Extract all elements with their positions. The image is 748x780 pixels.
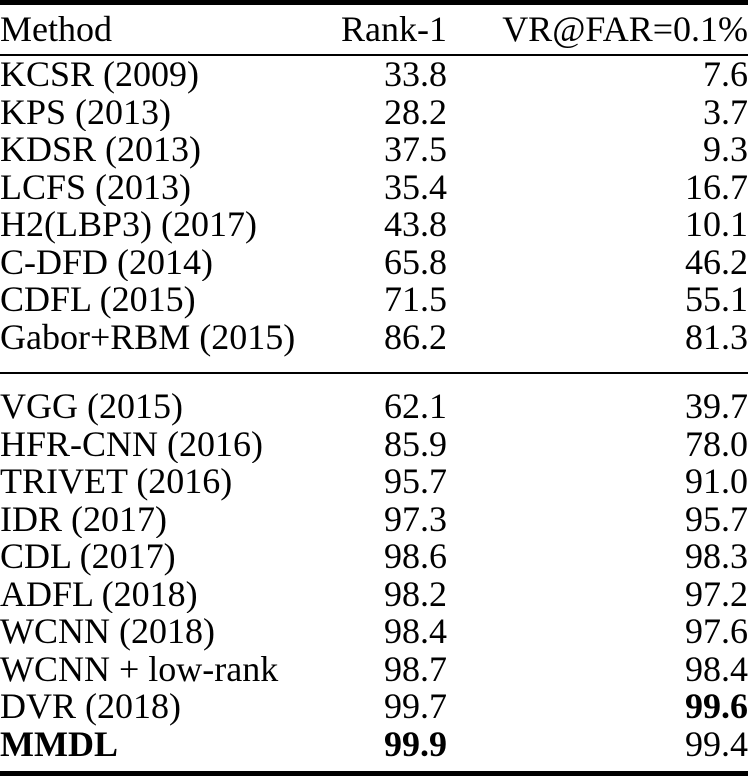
method-cell: H2(LBP3) (2017) <box>0 206 257 244</box>
vr-far-cell: 98.3 <box>685 538 748 576</box>
rank1-cell: 85.9 <box>384 425 447 463</box>
table-row: KCSR (2009) 33.8 7.6 <box>0 55 748 94</box>
vr-far-cell: 46.2 <box>685 243 748 281</box>
rank1-cell: 62.1 <box>384 386 447 426</box>
rank1-cell: 35.4 <box>384 168 447 206</box>
table-section-traditional-methods: KCSR (2009) 33.8 7.6 KPS (2013) 28.2 3.7… <box>0 55 748 374</box>
table-row: LCFS (2013) 35.4 16.7 <box>0 169 748 207</box>
column-header-vr-far: VR@FAR=0.1% <box>447 0 748 56</box>
vr-far-cell: 16.7 <box>685 168 748 206</box>
method-cell: IDR (2017) <box>0 500 167 538</box>
method-cell: KCSR (2009) <box>0 55 200 94</box>
table-row: CDFL (2015) 71.5 55.1 <box>0 281 748 319</box>
vr-far-cell: 39.7 <box>685 386 748 426</box>
table-row: CDL (2017) 98.6 98.3 <box>0 538 748 576</box>
column-header-rank1: Rank-1 <box>305 0 447 56</box>
rank1-cell: 86.2 <box>305 318 447 374</box>
method-cell: CDL (2017) <box>0 538 176 576</box>
rank1-cell: 98.2 <box>384 575 447 613</box>
rank1-cell: 98.6 <box>384 538 447 576</box>
method-cell: WCNN (2018) <box>0 613 215 651</box>
column-header-method: Method <box>0 0 305 56</box>
vr-far-cell: 9.3 <box>703 131 748 169</box>
rank1-cell: 99.7 <box>384 688 447 726</box>
rank1-cell: 98.7 <box>384 650 447 688</box>
table-row: ADFL (2018) 98.2 97.2 <box>0 576 748 614</box>
vr-far-cell: 78.0 <box>685 425 748 463</box>
method-cell: MMDL <box>0 725 305 776</box>
table-row: IDR (2017) 97.3 95.7 <box>0 501 748 539</box>
table-row: WCNN + low-rank 98.7 98.4 <box>0 651 748 689</box>
table-row: DVR (2018) 99.7 99.6 <box>0 688 748 726</box>
rank1-cell: 37.5 <box>384 131 447 169</box>
method-cell: HFR-CNN (2016) <box>0 425 264 463</box>
vr-far-cell: 97.6 <box>685 613 748 651</box>
vr-far-cell: 91.0 <box>685 463 748 501</box>
rank1-cell: 71.5 <box>384 281 447 319</box>
table-row: MMDL 99.9 99.4 <box>0 725 748 776</box>
method-cell: LCFS (2013) <box>0 168 192 206</box>
table-header-row: Method Rank-1 VR@FAR=0.1% <box>0 0 748 56</box>
rank1-cell: 33.8 <box>384 55 447 94</box>
method-cell: TRIVET (2016) <box>0 463 233 501</box>
method-cell: C-DFD (2014) <box>0 243 213 281</box>
table-row: VGG (2015) 62.1 39.7 <box>0 373 748 426</box>
method-cell: Gabor+RBM (2015) <box>0 318 305 374</box>
table-row: WCNN (2018) 98.4 97.6 <box>0 613 748 651</box>
rank1-cell: 97.3 <box>384 500 447 538</box>
method-cell: CDFL (2015) <box>0 281 196 319</box>
vr-far-cell: 81.3 <box>447 318 748 374</box>
rank1-cell: 28.2 <box>384 93 447 131</box>
table-row: KDSR (2013) 37.5 9.3 <box>0 131 748 169</box>
rank1-cell: 65.8 <box>384 243 447 281</box>
rank1-cell: 43.8 <box>384 206 447 244</box>
rank1-cell: 95.7 <box>384 463 447 501</box>
vr-far-cell: 95.7 <box>685 500 748 538</box>
vr-far-cell: 99.6 <box>685 688 748 726</box>
vr-far-cell: 99.4 <box>447 725 748 776</box>
table-row: Gabor+RBM (2015) 86.2 81.3 <box>0 318 748 374</box>
method-cell: VGG (2015) <box>0 386 183 426</box>
vr-far-cell: 7.6 <box>703 55 748 94</box>
method-cell: DVR (2018) <box>0 688 181 726</box>
table-row: KPS (2013) 28.2 3.7 <box>0 94 748 132</box>
table-section-deep-learning-methods: VGG (2015) 62.1 39.7 HFR-CNN (2016) 85.9… <box>0 373 748 776</box>
vr-far-cell: 98.4 <box>685 650 748 688</box>
vr-far-cell: 10.1 <box>685 206 748 244</box>
table-row: C-DFD (2014) 65.8 46.2 <box>0 244 748 282</box>
method-cell: KDSR (2013) <box>0 131 202 169</box>
table-row: HFR-CNN (2016) 85.9 78.0 <box>0 426 748 464</box>
rank1-cell: 99.9 <box>305 725 447 776</box>
method-cell: WCNN + low-rank <box>0 650 279 688</box>
table-row: TRIVET (2016) 95.7 91.0 <box>0 463 748 501</box>
vr-far-cell: 97.2 <box>685 575 748 613</box>
method-cell: ADFL (2018) <box>0 575 198 613</box>
table-header: Method Rank-1 VR@FAR=0.1% <box>0 0 748 56</box>
table-row: H2(LBP3) (2017) 43.8 10.1 <box>0 206 748 244</box>
rank1-cell: 98.4 <box>384 613 447 651</box>
vr-far-cell: 3.7 <box>703 93 748 131</box>
method-cell: KPS (2013) <box>0 93 172 131</box>
vr-far-cell: 55.1 <box>685 281 748 319</box>
